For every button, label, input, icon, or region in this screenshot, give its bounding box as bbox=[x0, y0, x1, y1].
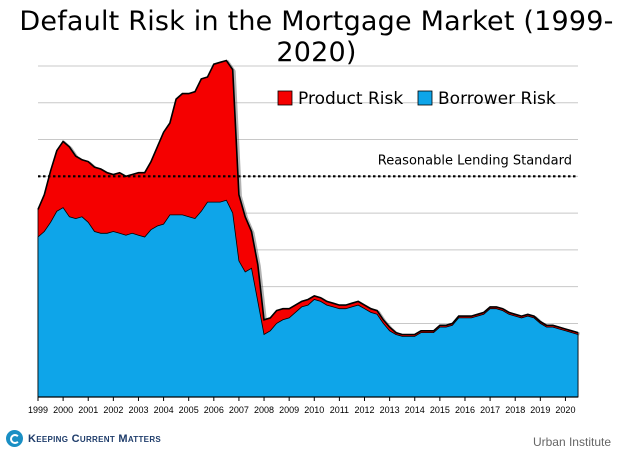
x-tick-label: 2006 bbox=[204, 405, 224, 415]
x-tick-label: 2001 bbox=[78, 405, 98, 415]
legend-label: Borrower Risk bbox=[438, 89, 556, 109]
x-tick-label: 2013 bbox=[380, 405, 400, 415]
x-tick-label: 2010 bbox=[304, 405, 324, 415]
footer-logo: Keeping Current Matters bbox=[6, 430, 161, 447]
x-tick-label: 2019 bbox=[530, 405, 550, 415]
series-borrower-risk-area bbox=[37, 199, 579, 398]
reference-line-label: Reasonable Lending Standard bbox=[378, 153, 572, 168]
x-tick-label: 2000 bbox=[53, 405, 73, 415]
x-tick-label: 2016 bbox=[455, 405, 475, 415]
x-tick-label: 2012 bbox=[354, 405, 374, 415]
x-tick-label: 2007 bbox=[229, 405, 249, 415]
x-tick-label: 2018 bbox=[505, 405, 525, 415]
legend-label: Product Risk bbox=[298, 89, 403, 109]
legend-swatch bbox=[277, 90, 293, 106]
source-note: Urban Institute bbox=[532, 435, 611, 449]
x-tick-label: 2009 bbox=[279, 405, 299, 415]
x-tick-label: 2011 bbox=[330, 405, 349, 415]
x-tick-label: 2004 bbox=[154, 405, 174, 415]
chart-title: Default Risk in the Mortgage Market (199… bbox=[19, 6, 614, 68]
x-tick-label: 2005 bbox=[179, 405, 199, 415]
legend-swatch bbox=[417, 90, 433, 106]
x-tick-label: 2008 bbox=[254, 405, 274, 415]
x-tick-label: 2015 bbox=[430, 405, 450, 415]
x-tick-label: 2003 bbox=[128, 405, 148, 415]
logo-text: Keeping Current Matters bbox=[28, 432, 162, 445]
kcm-logo-icon bbox=[6, 430, 23, 447]
x-tick-label: 2017 bbox=[480, 405, 500, 415]
x-tick-label: 2002 bbox=[103, 405, 123, 415]
x-tick-label: 2014 bbox=[405, 405, 425, 415]
x-tick-label: 2020 bbox=[555, 405, 575, 415]
x-tick-label: 1999 bbox=[28, 405, 48, 415]
